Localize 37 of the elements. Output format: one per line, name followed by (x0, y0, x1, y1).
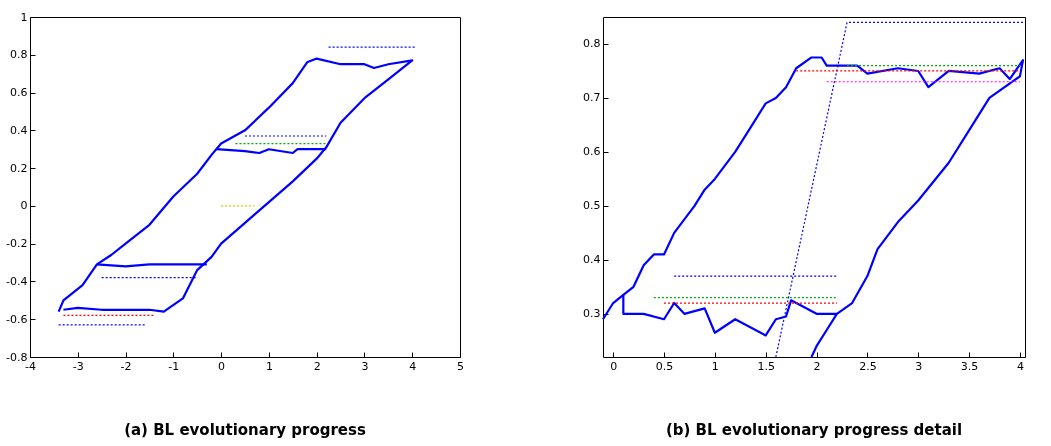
y-tick-label: -0.2 (6, 237, 28, 251)
y-tick-label: 0 (20, 199, 28, 213)
x-tick-label: 0 (610, 359, 618, 373)
x-tick-label: -2 (120, 359, 132, 373)
text: (a) BL evolutionary progress (124, 421, 366, 439)
x-tick-label: 1 (711, 359, 719, 373)
y-tick-label: -0.8 (6, 350, 28, 364)
x-tick-label: 1.5 (757, 359, 775, 373)
x-tick-label: 2 (313, 359, 321, 373)
y-tick-label: 0.6 (583, 145, 601, 159)
x-tick-label: 1 (265, 359, 273, 373)
x-tick-label: 4 (1016, 359, 1024, 373)
y-tick-label: 0.4 (10, 123, 28, 137)
y-tick-label: 0.8 (583, 37, 601, 51)
x-tick-label: 3 (915, 359, 923, 373)
y-tick-label: 1 (20, 10, 28, 24)
y-tick-label: 0.5 (583, 199, 601, 213)
x-tick-label: 0 (218, 359, 226, 373)
y-tick-label: 0.2 (10, 161, 28, 175)
x-tick-label: 3 (361, 359, 369, 373)
y-tick-label: -0.6 (6, 312, 28, 326)
y-tick-label: 0.8 (10, 48, 28, 62)
y-tick-label: 0.4 (583, 253, 601, 267)
x-tick-label: 2 (813, 359, 821, 373)
text: (b) BL evolutionary progress detail (665, 421, 963, 439)
y-tick-label: 0.7 (583, 91, 601, 105)
x-tick-label: 5 (457, 359, 464, 373)
x-tick-label: -3 (72, 359, 84, 373)
x-tick-label: 3.5 (960, 359, 979, 373)
x-tick-label: -4 (25, 359, 36, 373)
y-tick-label: 0.3 (583, 307, 601, 321)
y-tick-label: 0.6 (10, 86, 28, 100)
x-tick-label: 2.5 (859, 359, 877, 373)
x-tick-label: 4 (409, 359, 417, 373)
y-tick-label: -0.4 (6, 274, 28, 288)
x-tick-label: 0.5 (655, 359, 674, 373)
x-tick-label: -1 (168, 359, 180, 373)
